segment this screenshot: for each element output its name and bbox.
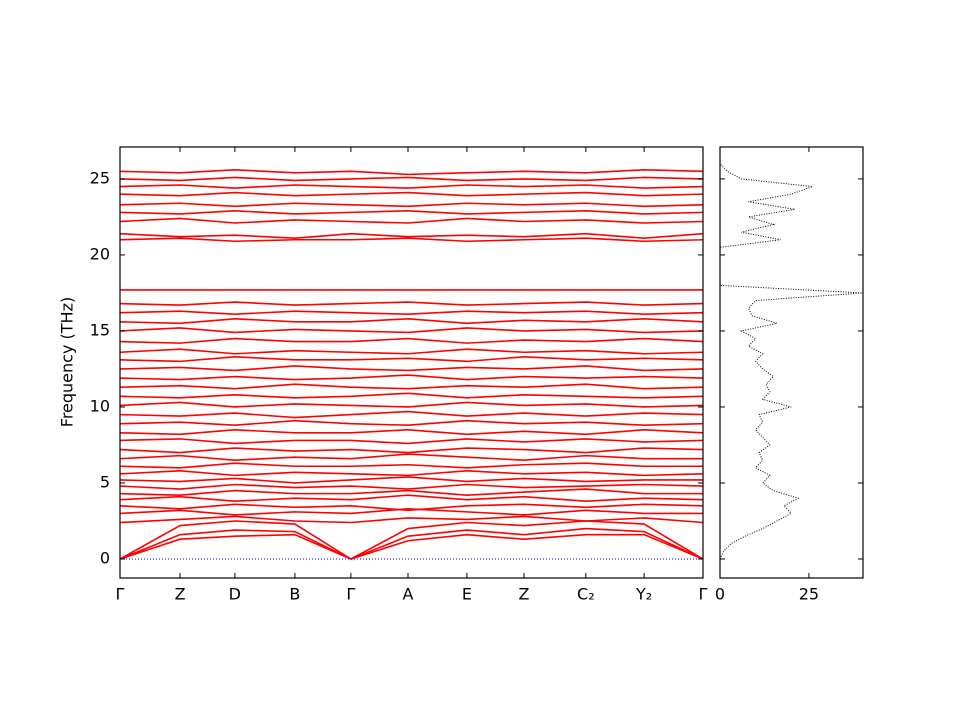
band-line [120,438,703,445]
band-line [120,176,703,182]
y-tick-label: 0 [100,548,110,567]
x-tick-label: Γ [699,585,708,604]
band-line [120,327,703,334]
band-line [120,317,703,325]
x-tick-label: Z [175,585,186,604]
band-line [120,483,703,490]
y-tick-label: 5 [100,472,110,491]
band-line [120,419,703,427]
band-line [120,392,703,399]
dos-line [720,163,863,560]
band-line [120,470,703,477]
x-tick-label: D [229,585,241,604]
band-line [120,428,703,436]
dos-tick-label: 25 [799,585,819,604]
band-line [120,237,703,243]
band-line [120,337,703,344]
x-tick-label: B [289,585,300,604]
band-line [120,410,703,419]
dos-frame [719,146,864,579]
band-line [120,494,703,503]
band-line [120,301,703,306]
band-line [120,217,703,224]
band-line [120,488,703,496]
band-line [120,447,703,454]
band-line [120,520,703,560]
band-line [120,191,703,197]
dos-tick-label: 0 [715,585,725,604]
band-line [120,232,703,240]
band-line [120,462,703,469]
band-line [120,476,703,484]
band-line [120,527,703,560]
y-tick-label: 15 [90,320,110,339]
band-line [120,374,703,381]
plot-frame [119,146,704,579]
band-line [120,168,703,176]
band-line [120,533,703,560]
band-line [120,202,703,208]
y-axis-label: Frequency (THz) [58,297,77,427]
x-tick-label: Γ [116,585,125,604]
x-tick-label: Γ [346,585,355,604]
x-tick-label: C₂ [577,585,595,604]
x-tick-label: A [403,585,414,604]
x-tick-label: E [462,585,472,604]
band-line [120,508,703,516]
band-line [120,453,703,461]
y-tick-label: 25 [90,168,110,187]
y-tick-label: 20 [90,244,110,263]
band-line [120,355,703,363]
y-tick-label: 10 [90,396,110,415]
band-line [120,401,703,408]
band-line [120,515,703,524]
band-line [120,184,703,189]
band-line [120,383,703,390]
band-line [120,210,703,215]
band-line [120,348,703,355]
x-tick-label: Y₂ [635,585,652,604]
band-line [120,310,703,316]
x-tick-label: Z [519,585,530,604]
band-line [120,503,703,512]
band-line [120,365,703,372]
